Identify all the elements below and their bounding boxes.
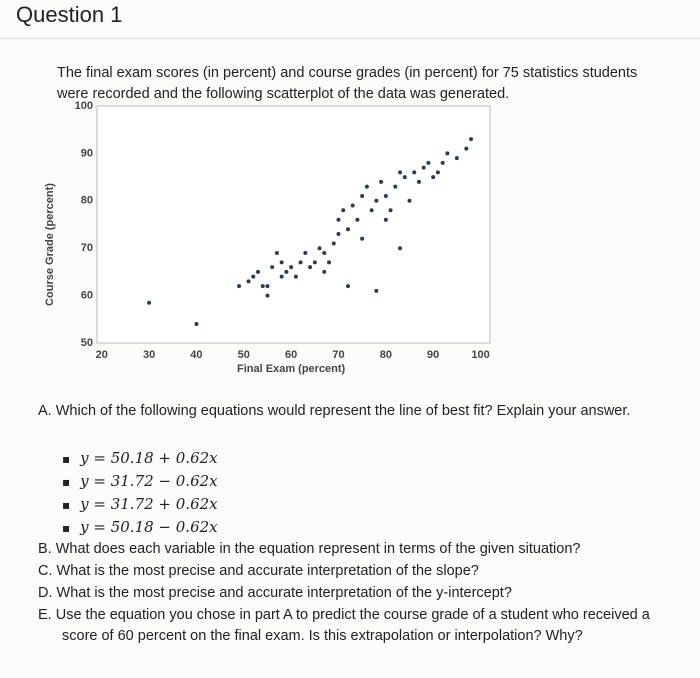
point: [322, 269, 327, 274]
point: [412, 170, 417, 175]
point: [393, 184, 398, 189]
point: [355, 217, 360, 222]
point: [431, 175, 436, 180]
part-e: E. Use the equation you chose in part A …: [38, 607, 650, 644]
part-c: C. What is the most precise and accurate…: [38, 563, 479, 579]
y-tick-label: 50: [81, 337, 93, 349]
point: [260, 284, 265, 289]
point: [265, 293, 270, 298]
point: [336, 231, 341, 236]
point: [364, 184, 369, 189]
x-axis-label: Final Exam (percent): [237, 363, 346, 375]
point: [255, 269, 260, 274]
point: [322, 250, 327, 255]
point: [246, 279, 251, 284]
x-tick-label: 60: [285, 349, 297, 361]
point: [402, 175, 407, 180]
point: [440, 160, 445, 165]
y-axis-label: Course Grade (percent): [44, 183, 56, 306]
point: [374, 198, 379, 203]
point: [284, 269, 289, 274]
point: [388, 208, 393, 213]
point: [293, 274, 298, 279]
x-tick-label: 80: [380, 349, 392, 361]
point: [312, 260, 317, 265]
point: [383, 217, 388, 222]
point: [317, 246, 322, 251]
title: Question 1: [16, 2, 123, 27]
point: [416, 179, 421, 184]
x-tick-label: 40: [190, 349, 202, 361]
point: [379, 179, 384, 184]
point: [147, 300, 152, 305]
plot-frame: [96, 105, 491, 344]
point: [398, 246, 403, 251]
point: [279, 274, 284, 279]
point: [435, 170, 440, 175]
x-tick-label: 30: [143, 349, 155, 361]
part-d: D. What is the most precise and accurate…: [38, 585, 512, 601]
point: [298, 260, 303, 265]
point: [426, 160, 431, 165]
point: [374, 288, 379, 293]
point: [345, 227, 350, 232]
point: [350, 203, 355, 208]
point: [194, 322, 199, 327]
x-tick-label: 70: [332, 349, 344, 361]
point: [331, 241, 336, 246]
point: [265, 284, 270, 289]
point: [341, 208, 346, 213]
point: [464, 146, 469, 151]
option[interactable]: y = 50.18 + 0.62x: [62, 449, 217, 467]
point: [398, 170, 403, 175]
x-tick-label: 20: [96, 349, 108, 361]
point: [360, 194, 365, 199]
point: [336, 217, 341, 222]
point: [454, 156, 459, 161]
point: [421, 165, 426, 170]
x-tick-label: 50: [238, 349, 250, 361]
point: [469, 137, 474, 142]
part-a: A. Which of the following equations woul…: [38, 403, 631, 419]
y-tick-label: 100: [75, 100, 93, 112]
point: [345, 284, 350, 289]
x-tick-label: 100: [471, 349, 489, 361]
y-tick-label: 80: [81, 195, 93, 207]
point: [308, 265, 313, 270]
point: [407, 198, 412, 203]
option[interactable]: y = 50.18 − 0.62x: [62, 518, 217, 536]
point: [274, 250, 279, 255]
y-tick-label: 90: [81, 147, 93, 159]
part-b: B. What does each variable in the equati…: [38, 541, 581, 557]
point: [327, 260, 332, 265]
point: [237, 284, 242, 289]
x-tick-label: 90: [427, 349, 439, 361]
y-tick-label: 60: [81, 290, 93, 302]
intro: The final exam scores (in percent) and c…: [57, 65, 638, 102]
point: [383, 194, 388, 199]
option[interactable]: y = 31.72 + 0.62x: [62, 495, 217, 513]
scatter-chart: 50 60 70 80 90 100 20 30 40 50 60 70 80 90 100 Final Ex…: [44, 100, 491, 375]
point: [303, 250, 308, 255]
option[interactable]: y = 31.72 − 0.62x: [62, 472, 217, 490]
point: [445, 151, 450, 156]
point: [289, 265, 294, 270]
divider: [0, 38, 700, 39]
y-tick-label: 70: [81, 242, 93, 254]
point: [360, 236, 365, 241]
point: [251, 274, 256, 279]
point: [279, 260, 284, 265]
point: [270, 265, 275, 270]
point: [369, 208, 374, 213]
